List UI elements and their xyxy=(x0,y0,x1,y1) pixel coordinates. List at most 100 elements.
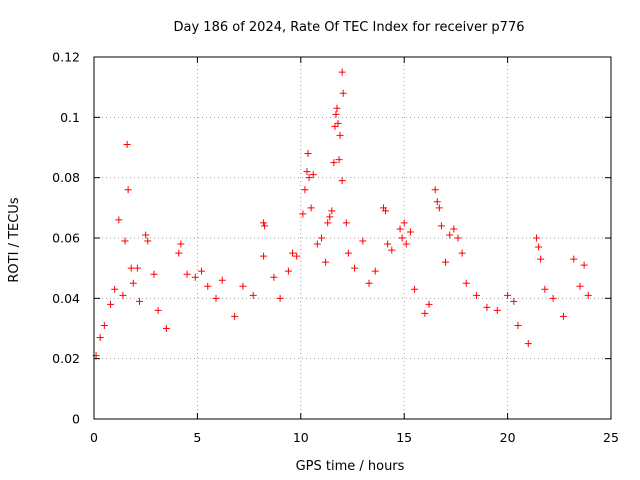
data-point xyxy=(437,222,445,230)
data-point xyxy=(204,282,212,290)
x-tick-label: 15 xyxy=(396,430,412,445)
data-point xyxy=(524,340,532,348)
data-point xyxy=(396,225,404,233)
plot-area xyxy=(94,57,611,419)
data-point xyxy=(177,240,185,248)
data-point xyxy=(154,306,162,314)
x-axis-label: GPS time / hours xyxy=(296,459,405,474)
data-point xyxy=(299,210,307,218)
data-point xyxy=(304,150,312,158)
data-point xyxy=(133,264,141,272)
data-point xyxy=(473,291,481,299)
data-point xyxy=(260,252,268,260)
data-point xyxy=(411,285,419,293)
data-point xyxy=(510,297,518,305)
data-point xyxy=(331,122,339,130)
data-point xyxy=(183,270,191,278)
data-point xyxy=(107,300,115,308)
data-point xyxy=(124,186,132,194)
data-point xyxy=(365,279,373,287)
data-point xyxy=(303,168,311,176)
data-point xyxy=(334,119,342,127)
data-point xyxy=(336,131,344,139)
data-point xyxy=(446,231,454,239)
data-point xyxy=(580,261,588,269)
data-point xyxy=(384,240,392,248)
data-point xyxy=(535,243,543,251)
data-point xyxy=(218,276,226,284)
data-point xyxy=(398,234,406,242)
data-point xyxy=(123,140,131,148)
x-tick-label: 0 xyxy=(90,430,98,445)
data-point xyxy=(359,237,367,245)
data-point xyxy=(144,237,152,245)
x-tick-label: 25 xyxy=(603,430,619,445)
data-point xyxy=(324,219,332,227)
data-point xyxy=(317,234,325,242)
x-tick-label: 10 xyxy=(293,430,309,445)
data-point xyxy=(289,249,297,257)
data-point xyxy=(249,291,257,299)
y-tick-label: 0.1 xyxy=(60,110,80,125)
data-point xyxy=(570,255,578,263)
data-point xyxy=(293,252,301,260)
data-point xyxy=(541,285,549,293)
data-point xyxy=(537,255,545,263)
data-point xyxy=(191,273,199,281)
data-point xyxy=(406,228,414,236)
data-point xyxy=(431,186,439,194)
y-tick-label: 0.12 xyxy=(52,50,80,65)
data-point xyxy=(388,246,396,254)
data-point xyxy=(435,204,443,212)
y-tick-label: 0 xyxy=(72,412,80,427)
data-point xyxy=(330,159,338,167)
data-point xyxy=(307,204,315,212)
y-tick-label: 0.08 xyxy=(52,170,80,185)
data-point xyxy=(142,231,150,239)
data-point xyxy=(433,198,441,206)
data-point xyxy=(533,234,541,242)
data-point xyxy=(425,300,433,308)
data-point xyxy=(231,312,239,320)
data-point xyxy=(493,306,501,314)
data-point xyxy=(514,321,522,329)
data-point xyxy=(212,294,220,302)
x-tick-label: 5 xyxy=(193,430,201,445)
data-point xyxy=(371,267,379,275)
data-point xyxy=(338,177,346,185)
data-point xyxy=(115,216,123,224)
y-tick-label: 0.06 xyxy=(52,231,80,246)
data-point xyxy=(239,282,247,290)
data-point xyxy=(284,267,292,275)
data-point xyxy=(382,207,390,215)
data-point xyxy=(351,264,359,272)
y-axis-label: ROTI / TECUs xyxy=(7,197,22,282)
data-point xyxy=(400,219,408,227)
data-point xyxy=(339,89,347,97)
axis-ticks: 0 5 10 15 20 25 0 0.02 0.04 0.06 0.08 0.1 0.12 xyxy=(52,50,619,446)
data-point xyxy=(119,291,127,299)
data-point xyxy=(462,279,470,287)
data-point xyxy=(309,171,317,179)
data-point xyxy=(111,285,119,293)
data-point xyxy=(305,174,313,182)
data-point xyxy=(504,291,512,299)
chart-title: Day 186 of 2024, Rate Of TEC Index for r… xyxy=(174,20,525,35)
data-point xyxy=(421,309,429,317)
data-point xyxy=(135,297,143,305)
data-point xyxy=(458,249,466,257)
data-point xyxy=(559,312,567,320)
data-point xyxy=(335,156,343,164)
y-tick-label: 0.02 xyxy=(52,351,80,366)
data-point xyxy=(129,279,137,287)
data-point xyxy=(450,225,458,233)
data-point xyxy=(322,258,330,266)
data-point xyxy=(121,237,129,245)
data-point xyxy=(276,294,284,302)
data-point xyxy=(332,110,340,118)
data-point xyxy=(402,240,410,248)
data-point xyxy=(454,234,462,242)
data-point xyxy=(175,249,183,257)
data-point xyxy=(576,282,584,290)
